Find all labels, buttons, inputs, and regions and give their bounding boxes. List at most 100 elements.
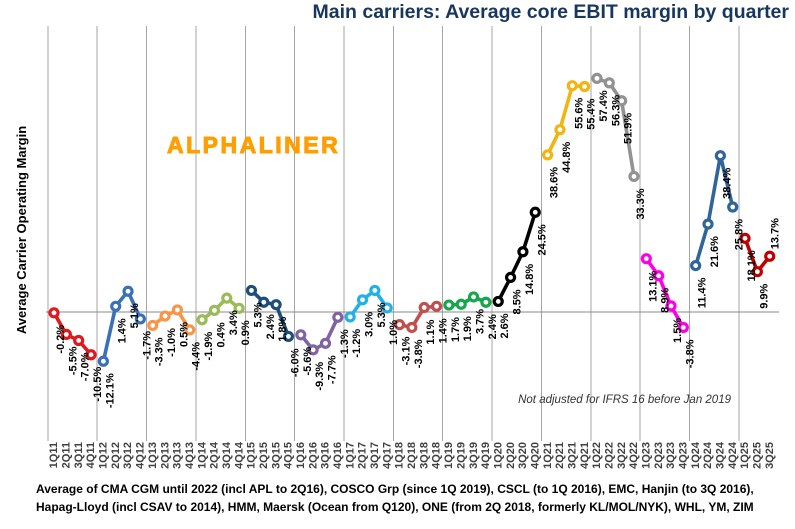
data-point-2020 [529,206,541,218]
data-label: 1.4% [117,318,129,343]
x-tick-label: 4Q12 [135,442,147,469]
x-tick-label: 2Q16 [307,442,319,469]
x-tick-label: 3Q11 [73,442,85,468]
series-line-2019 [447,295,488,307]
data-label: 1.7% [450,317,462,342]
data-point-2022 [628,170,640,183]
x-tick-label: 2Q20 [505,442,517,469]
x-tick-label: 1Q17 [344,442,356,469]
series-line-2011 [52,311,93,357]
x-tick-label: 2Q15 [258,442,270,469]
data-label: 3.0% [364,312,376,337]
data-label: 18.1% [746,250,758,281]
data-point-2021 [541,149,554,161]
data-point-2012 [97,355,109,367]
data-label: -1.2% [351,329,363,358]
data-point-2025 [764,250,776,262]
data-label: -0.2% [55,325,67,354]
data-point-2025 [751,266,763,278]
x-tick-label: 3Q15 [270,442,282,469]
data-point-2014 [208,304,221,316]
data-label: 33.3% [635,188,647,219]
footnote: Average of CMA CGM until 2022 (incl APL … [36,481,754,516]
series-line-2020 [496,210,538,304]
data-point-2011 [73,334,85,347]
data-label: 3.7% [475,309,487,334]
data-label: 13.7% [770,218,782,249]
x-tick-label: 2Q13 [159,442,171,469]
x-tick-label: 4Q21 [579,442,591,469]
data-label: 38.6% [549,167,561,198]
data-point-2015 [258,296,270,308]
series-line-2021 [545,83,587,157]
data-point-2015 [282,330,295,343]
x-tick-label: 1Q18 [394,442,406,469]
data-label: -7.7% [326,355,338,384]
data-label: 5.1% [129,303,141,328]
data-point-2023 [677,321,689,334]
data-label: 56.3% [610,95,622,126]
series-line-2018 [397,304,439,330]
data-point-2016 [319,337,332,349]
data-label: -3.8% [684,339,696,368]
x-tick-label: 2Q18 [406,442,418,469]
data-label: -12.1% [104,373,116,408]
footnote-line-2: Hapag-Lloyd (incl CSAV to 2014), HMM, Ma… [36,499,754,514]
x-tick-label: 4Q22 [628,442,640,469]
data-label: 0.4% [215,322,227,347]
series-line-2013 [150,308,192,332]
x-tick-label: 4Q20 [529,442,541,469]
data-label: -3.3% [154,337,166,366]
data-label: 25.8% [734,219,746,250]
data-point-2019 [467,291,480,303]
x-tick-label: 1Q13 [147,442,159,469]
x-tick-label: 4Q16 [332,442,344,469]
data-label: 1.4% [438,318,450,343]
data-point-2018 [418,301,430,314]
x-tick-label: 1Q19 [443,442,455,469]
data-point-2017 [344,311,356,323]
x-tick-label: 2Q22 [604,442,616,469]
data-point-2015 [270,299,282,311]
series-line-2015 [249,288,291,339]
data-point-2014 [233,302,245,314]
data-point-2022 [603,77,615,89]
data-label: -10.5% [92,367,104,402]
x-tick-label: 1Q25 [739,442,751,469]
x-tick-label: 1Q23 [641,442,653,469]
data-label: 1.9% [462,316,474,341]
x-tick-label: 4Q23 [678,442,690,469]
ifrs-note: Not adjusted for IFRS 16 before Jan 2019 [518,394,731,406]
x-tick-label: 1Q14 [196,441,208,469]
x-tick-label: 4Q14 [233,441,245,469]
x-tick-label: 3Q25 [764,442,776,469]
data-point-2017 [369,284,381,297]
data-label: 1.5% [672,318,684,343]
data-label: 8.9% [660,288,672,313]
data-label: 1.1% [425,319,437,344]
data-label: 0.5% [178,322,190,347]
data-point-2016 [332,311,344,323]
data-label: 5.3% [252,302,264,327]
x-tick-label: 4Q24 [727,441,739,469]
x-tick-label: 1Q16 [295,442,307,469]
data-point-2021 [566,80,578,92]
x-tick-label: 2Q11 [61,442,73,468]
data-point-2017 [381,302,393,314]
data-label: 5.3% [376,302,388,327]
x-tick-label: 2Q23 [653,442,665,469]
data-label: 14.8% [524,264,536,295]
data-label: 2.4% [487,314,499,339]
data-point-2013 [147,319,159,332]
data-label: 1.0% [388,320,400,345]
data-point-2021 [579,80,591,93]
series-line-2012 [101,289,143,363]
x-tick-label: 1Q11 [48,442,60,468]
data-point-2023 [640,253,652,265]
data-point-2023 [653,270,665,282]
data-point-2012 [134,313,146,325]
data-point-2011 [48,307,60,319]
data-point-2016 [295,329,307,341]
data-label: -5.5% [67,346,79,375]
